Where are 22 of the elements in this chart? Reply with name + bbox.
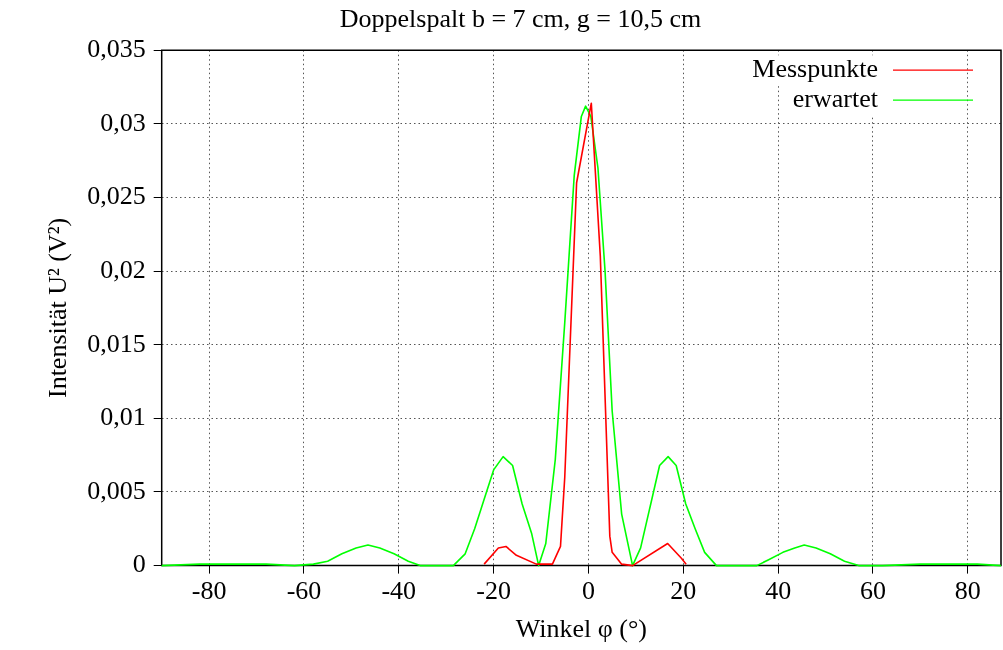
legend-label: erwartet: [792, 84, 879, 114]
x-tick-label: -20: [476, 576, 511, 606]
y-tick-label: 0,035: [87, 34, 146, 64]
x-tick-label: -60: [286, 576, 322, 606]
x-tick-label: 0: [581, 576, 595, 606]
y-tick-label: 0: [132, 549, 146, 579]
x-tick-label: 40: [765, 576, 792, 606]
y-tick-label: 0,02: [100, 254, 146, 284]
x-tick-label: -80: [191, 576, 227, 606]
y-tick-label: 0,025: [87, 181, 146, 211]
y-axis-title: Intensität U² (V²): [43, 217, 73, 399]
legend-label: Messpunkte: [752, 54, 878, 84]
x-tick-label: 80: [954, 576, 981, 606]
y-tick-label: 0,01: [100, 402, 146, 432]
x-tick-label: -40: [381, 576, 417, 606]
x-axis-title: Winkel φ (°): [515, 614, 647, 644]
y-tick-label: 0,005: [87, 475, 146, 505]
y-tick-label: 0,015: [87, 328, 146, 358]
y-tick-label: 0,03: [100, 107, 146, 137]
x-tick-label: 20: [670, 576, 697, 606]
x-tick-label: 60: [859, 576, 886, 606]
chart-title: Doppelspalt b = 7 cm, g = 10,5 cm: [339, 4, 702, 34]
